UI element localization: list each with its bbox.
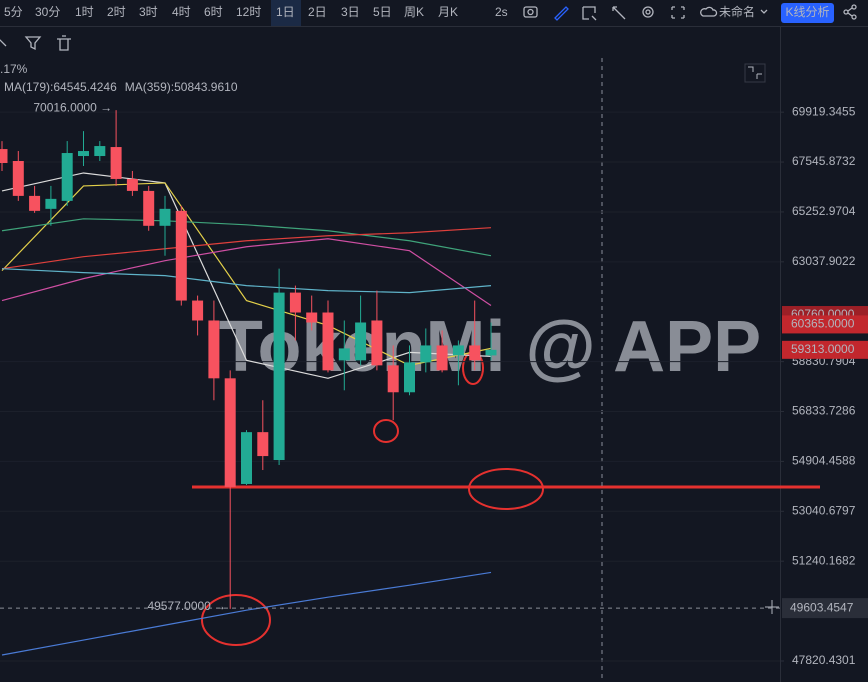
interval-button[interactable]: 2时 [107,5,126,19]
watermark: TokenMi @ APP [219,307,761,387]
interval-button[interactable]: 3时 [139,5,158,19]
candle-body [371,320,383,366]
interval-button[interactable]: 2日 [308,5,327,19]
ma-line [1,268,492,294]
candle-body [224,378,236,487]
candle-body [126,178,138,191]
interval-button[interactable]: 1日 [276,5,295,19]
candle-body [257,432,269,457]
interval-button[interactable]: 5分 [4,5,23,19]
y-tick-label: 54904.4588 [792,454,856,468]
y-tick-label: 63037.9022 [792,254,856,268]
refresh-rate[interactable]: 2s [495,5,508,19]
candle-body [159,208,171,226]
interval-button[interactable]: 30分 [35,5,60,19]
interval-button[interactable]: 月K [438,5,458,19]
candle-body [322,312,334,371]
candle-body [0,149,8,164]
interval-button[interactable]: 1时 [75,5,94,19]
legend-entry: MA(359):50843.9610 [125,80,238,94]
user-drawings [192,351,820,646]
candle-body [110,147,122,179]
analysis-label[interactable]: K线分析 [785,5,829,19]
candle-body [143,190,155,226]
change-text: .17% [0,62,28,76]
candle-body [338,348,350,361]
layout-name[interactable]: 未命名 [719,4,755,19]
price-extreme-label: 70016.0000 → [33,100,112,114]
candle-body [78,151,89,157]
candle-body [452,345,464,356]
candle-body [45,198,57,209]
candle-body [175,210,187,301]
price-tag [782,315,868,334]
interval-button[interactable]: 3日 [341,5,360,19]
ma-line [1,238,492,307]
candle-body [306,312,318,323]
candle-body [355,322,367,361]
y-tick-label: 51240.1682 [792,553,856,567]
ma-line [1,571,492,656]
candle-body [404,362,415,393]
candle-body [420,345,432,363]
y-tick-label: 56833.7286 [792,404,856,418]
candle-body [208,320,220,379]
ma-lines [1,172,492,656]
crosshair-label: 49603.4547 [790,600,854,614]
crosshair-tag [782,598,868,619]
candle-body [192,300,204,321]
candle-body [12,160,24,196]
price-tag-label: 59313.0000 [791,342,855,356]
candle-body [94,146,106,157]
interval-active-bg [271,0,301,26]
interval-button[interactable]: 周K [404,5,424,19]
ma-line [1,227,492,270]
legend-entry: MA(179):64545.4246 [4,80,117,94]
y-tick-label: 69919.3455 [792,104,856,118]
y-tick-label: 65252.9704 [792,204,856,218]
interval-button[interactable]: 5日 [373,5,392,19]
interval-button[interactable]: 4时 [172,5,191,19]
interval-button[interactable]: 12时 [236,5,261,19]
candle-body [485,349,497,356]
crosshair-plus[interactable] [765,600,779,614]
y-tick-label: 67545.8732 [792,154,856,168]
ma-line [1,218,492,257]
candle-body [61,153,73,201]
y-tick-label: 47820.4301 [792,653,856,667]
candle-body [273,292,285,461]
interval-button[interactable]: 6时 [204,5,223,19]
toolbar-icons[interactable] [0,4,857,51]
candle-body [469,345,481,361]
candle-body [387,365,399,393]
price-extreme-label: 49577.0000 → [147,599,226,613]
candle-body [289,292,301,313]
toolbar [0,0,868,26]
candle-body [241,432,252,484]
analysis-button[interactable] [781,3,834,23]
price-tag [782,340,868,359]
layout-icon[interactable] [744,63,766,83]
price-tag-label: 60365.0000 [791,317,855,331]
y-tick-label: 53040.6797 [792,503,856,517]
candle-body [29,195,41,211]
candle-body [436,345,448,371]
